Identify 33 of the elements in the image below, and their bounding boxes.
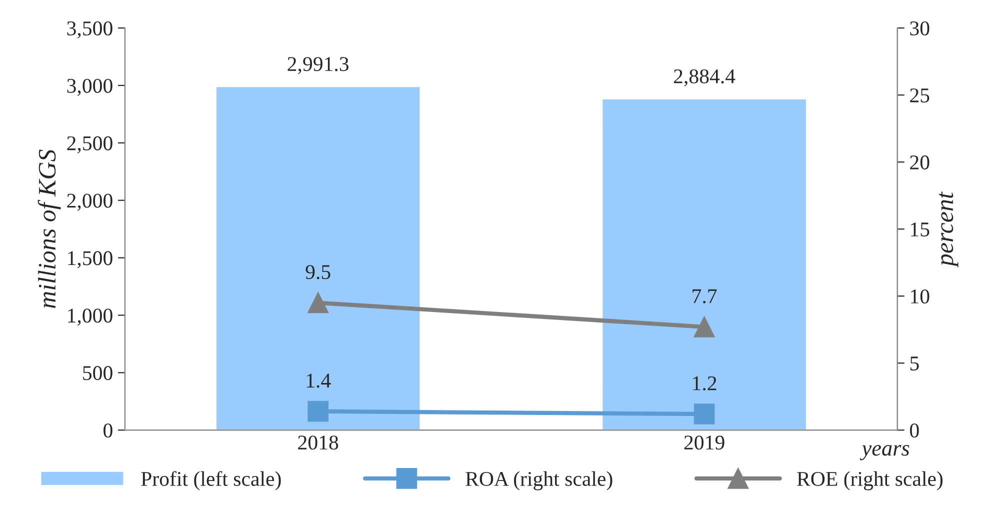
y-tick-label: 3,000 xyxy=(67,78,112,96)
point xyxy=(308,292,328,314)
y-tick-label: 1,500 xyxy=(68,251,112,268)
x-tick-label: 2019 xyxy=(684,436,724,450)
data-label: 1.2 xyxy=(693,376,716,390)
data-label: 9.5 xyxy=(306,265,330,280)
y-tick-label: 2,500 xyxy=(67,136,112,154)
data-label: 2,884.4 xyxy=(674,69,736,86)
y-axis-title: millions of KGS xyxy=(38,150,61,308)
legend-label: ROA (right scale) xyxy=(466,471,612,490)
x-tick-label: 2018 xyxy=(298,436,338,450)
data-label: 7.7 xyxy=(692,289,717,304)
y2-tick-label: 5 xyxy=(910,356,919,371)
y-tick-label: 500 xyxy=(83,366,112,380)
y2-tick-label: 15 xyxy=(911,222,930,236)
y-tick-label: 1,000 xyxy=(68,308,112,326)
data-label: 1.4 xyxy=(306,374,331,388)
y-tick-label: 2,000 xyxy=(67,194,112,211)
y2-tick-label: 20 xyxy=(910,155,930,170)
y2-tick-label: 25 xyxy=(910,88,930,102)
y2-tick-label: 30 xyxy=(910,21,930,36)
point xyxy=(694,316,715,338)
y-tick-label: 0 xyxy=(104,423,112,438)
legend-label: ROE (right scale) xyxy=(797,471,943,490)
y2-tick-label: 0 xyxy=(910,423,919,438)
point xyxy=(694,404,715,424)
legend-label: Profit (left scale) xyxy=(141,471,281,490)
y2-tick-label: 10 xyxy=(911,289,930,304)
y2-axis-title: percent xyxy=(938,192,958,268)
data-label: 2,991.3 xyxy=(288,57,349,74)
x-axis-title: years xyxy=(860,445,910,460)
y-tick-label: 3,500 xyxy=(67,21,112,38)
point xyxy=(308,400,328,422)
